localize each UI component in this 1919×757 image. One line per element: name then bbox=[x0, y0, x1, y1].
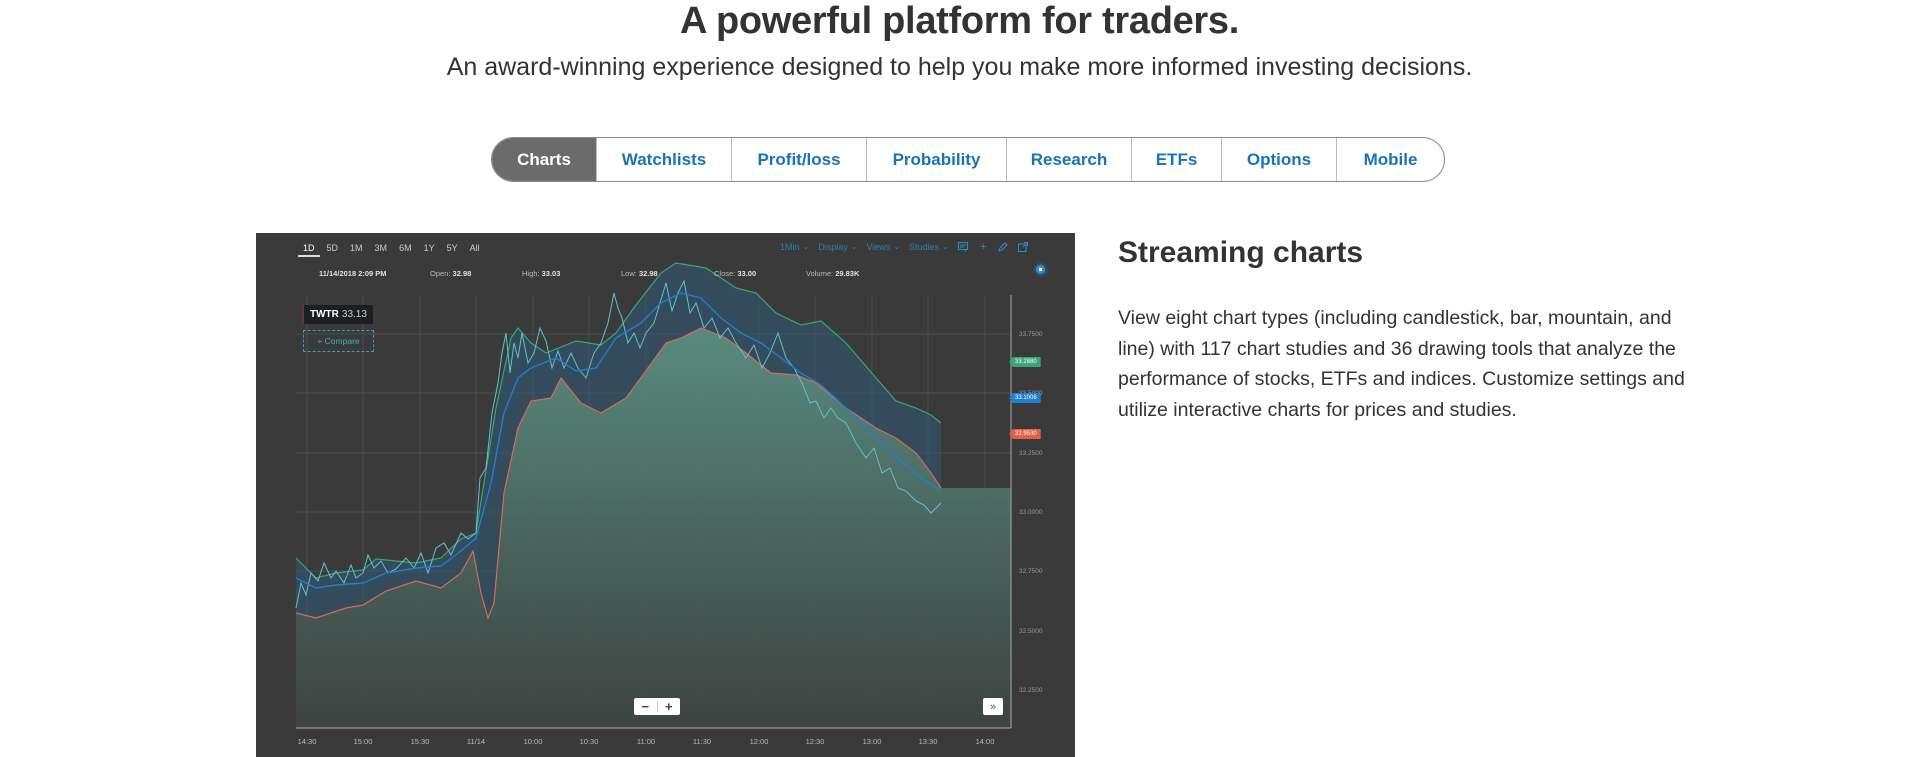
comment-icon[interactable] bbox=[958, 241, 969, 252]
x-tick: 11:00 bbox=[636, 737, 656, 746]
popout-icon[interactable] bbox=[1018, 241, 1029, 252]
x-tick: 10:30 bbox=[579, 737, 599, 746]
range-1m[interactable]: 1M bbox=[350, 243, 363, 253]
tab-etfs[interactable]: ETFs bbox=[1132, 138, 1222, 181]
bollinger-upper-line bbox=[295, 262, 942, 579]
page-subtitle: An award-winning experience designed to … bbox=[446, 53, 1473, 81]
x-tick: 13:30 bbox=[918, 737, 938, 746]
display-dropdown[interactable]: Display ⌄ bbox=[818, 241, 858, 252]
y-tick: 32.2500 bbox=[1019, 687, 1043, 694]
views-dropdown[interactable]: Views ⌄ bbox=[866, 241, 900, 252]
tab-charts[interactable]: Charts bbox=[492, 138, 597, 181]
zoom-control: − + bbox=[634, 698, 680, 715]
range-6m[interactable]: 6M bbox=[399, 243, 412, 253]
scroll-to-latest-button[interactable]: » bbox=[983, 698, 1003, 715]
ohlc-open: Open: 32.98 bbox=[430, 269, 472, 278]
bollinger-band-fill bbox=[296, 263, 941, 618]
ohlc-close: Close: 33.00 bbox=[714, 269, 757, 278]
feature-tabs: Charts Watchlists Profit/loss Probabilit… bbox=[491, 137, 1445, 182]
studies-dropdown[interactable]: Studies ⌄ bbox=[909, 241, 949, 252]
range-5y[interactable]: 5Y bbox=[446, 243, 458, 253]
x-tick: 12:30 bbox=[805, 737, 825, 746]
y-tick: 33.7500 bbox=[1019, 331, 1043, 338]
zoom-in-button[interactable]: + bbox=[664, 699, 673, 714]
ohlc-volume: Volume: 29.83K bbox=[806, 269, 860, 278]
live-indicator-icon bbox=[1036, 265, 1045, 274]
price-area bbox=[296, 328, 1011, 728]
x-tick: 13:00 bbox=[862, 737, 882, 746]
zoom-out-button[interactable]: − bbox=[641, 699, 650, 714]
chevron-down-icon: ⌄ bbox=[893, 242, 900, 251]
tab-research[interactable]: Research bbox=[1007, 138, 1132, 181]
chevron-down-icon: ⌄ bbox=[802, 242, 810, 251]
tab-watchlists[interactable]: Watchlists bbox=[597, 138, 732, 181]
x-tick: 14:00 bbox=[975, 737, 995, 746]
price-chart bbox=[295, 262, 1012, 729]
chevron-down-icon: ⌄ bbox=[942, 242, 949, 251]
price-line bbox=[295, 279, 942, 609]
range-1d[interactable]: 1D bbox=[298, 241, 320, 257]
bollinger-mid-line bbox=[295, 292, 942, 589]
page-title: A powerful platform for traders. bbox=[679, 0, 1240, 42]
x-tick: 12:00 bbox=[749, 737, 769, 746]
tab-probability[interactable]: Probability bbox=[867, 138, 1007, 181]
ohlc-low: Low: 32.98 bbox=[621, 269, 658, 278]
x-tick: 15:30 bbox=[410, 737, 430, 746]
y-tick: 32.7500 bbox=[1019, 568, 1043, 575]
x-tick: 11/14 bbox=[466, 737, 486, 746]
tab-options[interactable]: Options bbox=[1222, 138, 1337, 181]
ohlc-high: High: 33.03 bbox=[522, 269, 561, 278]
lower-band-price-flag: 32.9530 bbox=[1009, 429, 1041, 439]
interval-dropdown[interactable]: 1Min ⌄ bbox=[780, 241, 810, 252]
x-tick: 14:30 bbox=[297, 737, 317, 746]
range-1y[interactable]: 1Y bbox=[423, 243, 435, 253]
y-tick: 33.0000 bbox=[1019, 509, 1043, 516]
x-tick: 15:00 bbox=[353, 737, 373, 746]
mid-band-price-flag: 33.1006 bbox=[1009, 393, 1041, 403]
bollinger-lower-line bbox=[295, 327, 942, 620]
tab-mobile[interactable]: Mobile bbox=[1363, 149, 1418, 169]
x-tick: 11:30 bbox=[692, 737, 712, 746]
divider bbox=[656, 701, 658, 712]
range-all[interactable]: All bbox=[469, 243, 480, 253]
y-tick: 33.2500 bbox=[1019, 450, 1043, 457]
chart-toolbar: 1Min ⌄ Display ⌄ Views ⌄ Studies ⌄ + bbox=[780, 240, 1029, 253]
chevron-down-icon: ⌄ bbox=[850, 242, 858, 251]
compare-button[interactable]: + Compare bbox=[303, 330, 374, 352]
crosshair-icon[interactable]: + bbox=[980, 240, 987, 253]
feature-description: View eight chart types (including candle… bbox=[1118, 307, 1685, 421]
feature-title: Streaming charts bbox=[1118, 236, 1364, 269]
chart-screenshot: 1D 5D 1M 3M 6M 1Y 5Y All 1Min ⌄ Display ⌄ … bbox=[256, 233, 1075, 757]
range-5d[interactable]: 5D bbox=[326, 243, 339, 253]
tab-profit-loss[interactable]: Profit/loss bbox=[732, 138, 867, 181]
range-selector: 1D 5D 1M 3M 6M 1Y 5Y All bbox=[298, 241, 487, 257]
draw-pencil-icon[interactable] bbox=[998, 241, 1009, 252]
x-tick: 10:00 bbox=[523, 737, 543, 746]
upper-band-price-flag: 33.2880 bbox=[1009, 357, 1041, 367]
range-3m[interactable]: 3M bbox=[374, 243, 388, 253]
ohlc-datetime: 11/14/2018 2:09 PM bbox=[319, 269, 387, 278]
y-tick: 32.5000 bbox=[1019, 628, 1043, 635]
symbol-label: TWTR 33.13 bbox=[302, 305, 373, 324]
